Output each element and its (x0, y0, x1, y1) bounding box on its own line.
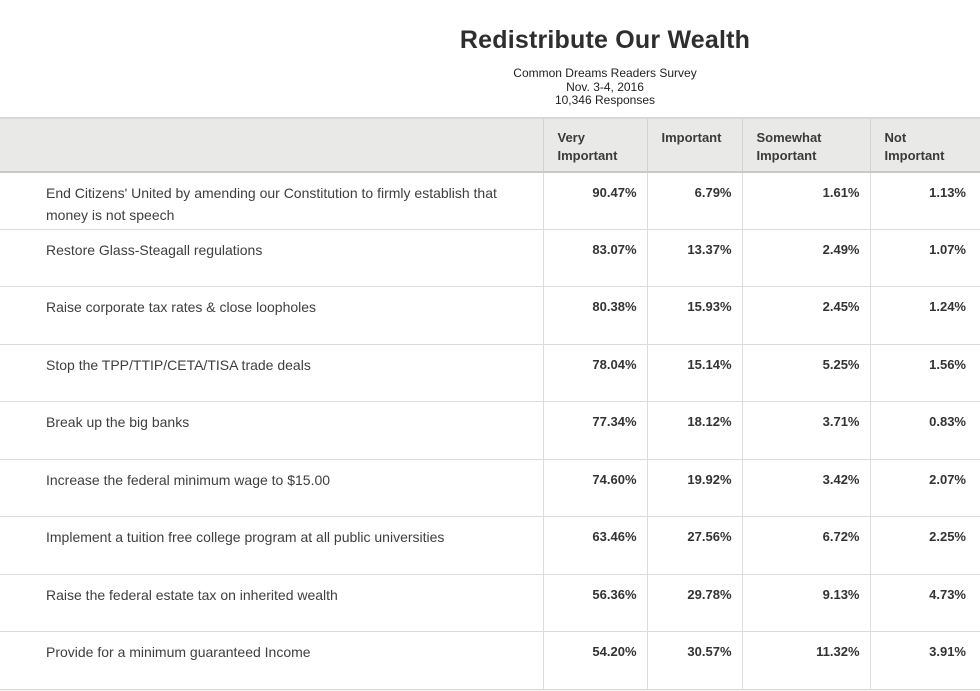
value-somewhat-important: 3.71% (741, 401, 870, 460)
value-important: 29.78% (646, 574, 742, 632)
table-row: Break up the big banks 77.34% 18.12% 3.7… (0, 401, 980, 460)
question-label: Provide for a minimum guaranteed Income (0, 631, 543, 690)
value-somewhat-important: 2.45% (741, 286, 870, 345)
table-row: Stop the TPP/TTIP/CETA/TISA trade deals … (0, 344, 980, 402)
value-somewhat-important: 3.42% (741, 459, 870, 517)
table-row: Implement a tuition free college program… (0, 516, 980, 575)
table-row: Raise the federal estate tax on inherite… (0, 574, 980, 632)
value-very-important: 77.34% (542, 401, 647, 460)
value-important: 15.14% (646, 344, 742, 402)
value-very-important: 54.20% (542, 631, 647, 690)
value-not-important: 1.07% (869, 229, 980, 287)
value-important: 30.57% (646, 631, 742, 690)
question-label: Restore Glass-Steagall regulations (0, 229, 543, 287)
survey-results-table: Very Important Important Somewhat Import… (0, 116, 980, 690)
question-label: Stop the TPP/TTIP/CETA/TISA trade deals (0, 344, 543, 402)
question-label: Break up the big banks (0, 401, 543, 460)
value-important: 15.93% (646, 286, 742, 345)
value-important: 13.37% (646, 229, 742, 287)
question-label: Implement a tuition free college program… (0, 516, 543, 575)
report-header: Redistribute Our Wealth Common Dreams Re… (0, 0, 980, 108)
table-row: Raise corporate tax rates & close loopho… (0, 286, 980, 345)
subtitle-survey-name: Common Dreams Readers Survey (513, 66, 697, 80)
value-very-important: 74.60% (542, 459, 647, 517)
value-somewhat-important: 5.25% (741, 344, 870, 402)
value-not-important: 0.83% (869, 401, 980, 460)
value-very-important: 63.46% (542, 516, 647, 575)
value-not-important: 2.07% (869, 459, 980, 517)
value-important: 19.92% (646, 459, 742, 517)
column-header-important: Important (646, 116, 742, 173)
value-important: 27.56% (646, 516, 742, 575)
value-very-important: 80.38% (542, 286, 647, 345)
page-title: Redistribute Our Wealth (459, 26, 751, 54)
table-row: End Citizens' United by amending our Con… (0, 171, 980, 230)
value-not-important: 2.25% (869, 516, 980, 575)
value-not-important: 3.91% (869, 631, 980, 690)
table-row: Provide for a minimum guaranteed Income … (0, 631, 980, 690)
value-not-important: 1.13% (869, 171, 980, 230)
value-not-important: 4.73% (869, 574, 980, 632)
value-very-important: 83.07% (542, 229, 647, 287)
value-very-important: 56.36% (542, 574, 647, 632)
table-row: Restore Glass-Steagall regulations 83.07… (0, 229, 980, 287)
value-somewhat-important: 6.72% (741, 516, 870, 575)
value-not-important: 1.56% (869, 344, 980, 402)
subtitle-response-count: 10,346 Responses (554, 93, 656, 107)
table-row: Increase the federal minimum wage to $15… (0, 459, 980, 517)
value-somewhat-important: 1.61% (741, 171, 870, 230)
value-somewhat-important: 2.49% (741, 229, 870, 287)
question-label: End Citizens' United by amending our Con… (0, 171, 543, 230)
column-header-question-empty (0, 116, 543, 173)
column-header-somewhat-important: Somewhat Important (741, 116, 870, 173)
value-somewhat-important: 11.32% (741, 631, 870, 690)
report-subtitle-block: Common Dreams Readers Survey Nov. 3-4, 2… (230, 66, 980, 108)
value-important: 18.12% (646, 401, 742, 460)
value-not-important: 1.24% (869, 286, 980, 345)
subtitle-survey-date: Nov. 3-4, 2016 (566, 79, 644, 94)
value-important: 6.79% (646, 171, 742, 230)
value-somewhat-important: 9.13% (741, 574, 870, 632)
value-very-important: 90.47% (542, 171, 647, 230)
column-header-very-important: Very Important (542, 116, 647, 173)
cut-off-next-row-strip (0, 689, 980, 691)
question-label: Raise corporate tax rates & close loopho… (0, 286, 543, 345)
question-label: Raise the federal estate tax on inherite… (0, 574, 543, 632)
question-label: Increase the federal minimum wage to $15… (0, 459, 543, 517)
column-header-not-important: Not Important (869, 116, 980, 173)
value-very-important: 78.04% (542, 344, 647, 402)
table-header-row: Very Important Important Somewhat Import… (0, 116, 980, 173)
